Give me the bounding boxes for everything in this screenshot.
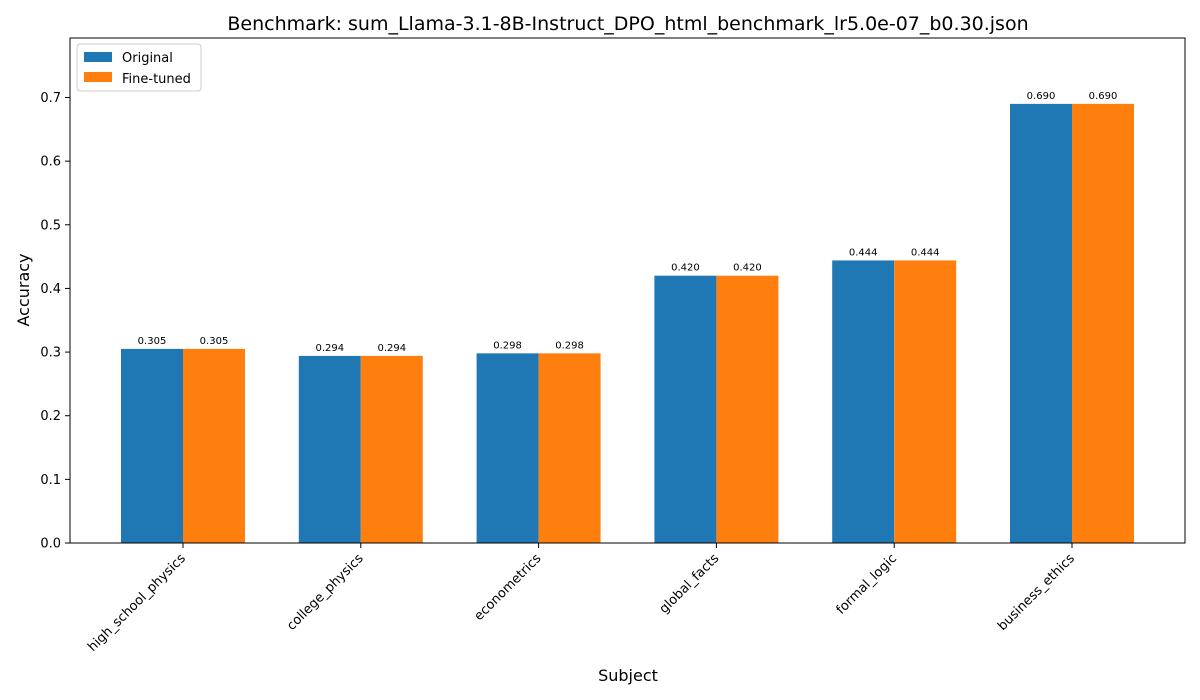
y-tick-label: 0.5	[40, 218, 61, 233]
data-labels-layer: 0.305 0.305 0.294 0.294 0.298 0.298 0.420 0.420…	[138, 91, 1118, 354]
bar-fine-tuned-formal-logic	[894, 260, 957, 543]
plot-frame	[69, 37, 1186, 544]
bar-original-econometrics	[476, 353, 539, 543]
y-tick-label: 0.3	[40, 346, 61, 361]
x-tick-label: formal_logic	[834, 551, 900, 617]
y-tick-label: 0.0	[40, 537, 61, 552]
data-label-fine-tuned-econometrics: 0.298	[555, 340, 584, 351]
bar-original-high-school-physics	[121, 348, 183, 543]
legend-label-original: Original	[122, 51, 173, 66]
bar-original-global-facts	[654, 275, 717, 543]
legend-label-fine-tuned: Fine-tuned	[122, 72, 191, 87]
data-label-original-econometrics: 0.298	[493, 340, 522, 351]
x-tick-label: global_facts	[657, 551, 723, 617]
bar-fine-tuned-high-school-physics	[183, 348, 245, 543]
data-label-fine-tuned-formal-logic: 0.444	[911, 247, 940, 258]
data-label-fine-tuned-college-physics: 0.294	[377, 343, 406, 354]
legend-swatch-original	[84, 52, 112, 62]
data-label-fine-tuned-high-school-physics: 0.305	[200, 336, 229, 347]
legend: Original Fine-tuned	[76, 43, 202, 92]
data-label-original-business-ethics: 0.690	[1027, 91, 1056, 102]
legend-swatch-fine-tuned	[84, 72, 112, 82]
data-label-original-college-physics: 0.294	[315, 343, 344, 354]
x-tick-label: high_school_physics	[85, 551, 189, 655]
y-tick-label: 0.2	[40, 409, 61, 424]
y-axis: 0.0 0.1 0.2 0.3 0.4 0.5 0.6 0.7	[40, 91, 70, 552]
bar-fine-tuned-business-ethics	[1072, 103, 1134, 543]
y-tick-label: 0.7	[40, 91, 61, 106]
bar-fine-tuned-econometrics	[538, 353, 601, 543]
x-axis-title: Subject	[598, 666, 658, 685]
y-tick-label: 0.6	[40, 155, 61, 170]
data-label-fine-tuned-global-facts: 0.420	[733, 263, 762, 274]
bar-original-business-ethics	[1010, 103, 1072, 543]
bar-fine-tuned-global-facts	[716, 275, 779, 543]
data-label-original-global-facts: 0.420	[671, 263, 700, 274]
data-label-original-formal-logic: 0.444	[849, 247, 878, 258]
x-tick-label: business_ethics	[995, 551, 1078, 634]
data-label-fine-tuned-business-ethics: 0.690	[1089, 91, 1118, 102]
x-axis: high_school_physics college_physics econom…	[85, 543, 1078, 655]
bar-fine-tuned-college-physics	[360, 355, 423, 543]
data-label-original-high-school-physics: 0.305	[138, 336, 167, 347]
bars-layer	[121, 103, 1134, 543]
x-tick-label: econometrics	[472, 551, 545, 624]
chart-title: Benchmark: sum_Llama-3.1-8B-Instruct_DPO…	[227, 13, 1028, 35]
bar-original-formal-logic	[832, 260, 895, 543]
y-tick-label: 0.1	[40, 473, 61, 488]
y-tick-label: 0.4	[40, 282, 61, 297]
bar-original-college-physics	[298, 355, 361, 543]
x-tick-label: college_physics	[284, 551, 367, 634]
y-axis-title: Accuracy	[14, 253, 33, 326]
